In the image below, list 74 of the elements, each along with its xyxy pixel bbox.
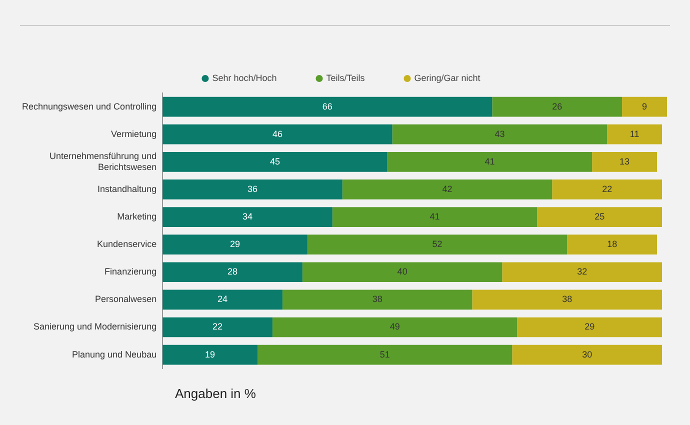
data-label: 41 [484,156,495,166]
bar [332,207,538,227]
legend-label: Sehr hoch/Hoch [212,72,277,83]
data-label: 26 [552,101,562,112]
data-label: 19 [205,349,216,360]
bar [162,207,332,227]
data-label: 42 [442,184,452,194]
data-label: 49 [390,322,400,332]
y-tick-label: Instandhaltung [98,184,157,194]
bar [472,290,662,310]
data-label: 51 [380,349,390,360]
bar [257,344,512,365]
legend-label: Gering/Gar nicht [414,72,481,83]
y-tick-label: Vermietung [111,128,157,139]
data-label: 9 [642,101,648,112]
data-label: 25 [594,212,605,222]
data-label: 30 [582,349,592,360]
bar [162,344,258,365]
data-label: 36 [247,184,258,194]
y-tick-label: Sanierung und Modernisierung [33,322,157,332]
y-tick-label: Rechnungswesen und Controlling [22,101,157,112]
y-tick-label: Kundenservice [97,239,157,250]
data-label: 38 [562,294,572,304]
bar [307,234,568,254]
bar [517,317,662,338]
bar [162,317,272,338]
bar [342,180,552,200]
bar [392,124,608,144]
legend-label: Teils/Teils [326,72,366,83]
data-label: 28 [228,266,238,277]
data-label: 43 [494,128,505,139]
data-label: 66 [322,101,332,112]
bar [552,180,662,200]
data-label: 13 [620,156,630,166]
bar [162,124,392,144]
data-label: 29 [230,239,240,250]
bar [567,234,658,254]
text: Angaben in % [175,386,256,401]
bar [162,96,492,117]
bar [592,152,658,172]
data-label: 45 [270,156,280,166]
data-label: 34 [242,212,252,222]
bar [162,234,308,254]
data-label: 40 [397,266,408,277]
data-label: 52 [432,239,442,250]
bar [387,152,592,172]
bar [162,290,282,310]
data-label: 24 [218,294,228,304]
bar [162,152,388,172]
y-tick-label: Personalwesen [95,294,157,304]
data-label: 29 [584,322,595,332]
bar [622,96,667,117]
bar [282,290,472,310]
data-label: 22 [602,184,612,194]
data-label: 38 [372,294,382,304]
y-tick-label: Finanzierung [104,266,157,277]
data-label: 18 [607,239,618,250]
bar [512,344,662,365]
bar [162,262,302,282]
bar [162,180,342,200]
bar [502,262,662,282]
y-tick-label: Marketing [117,212,157,222]
bar [607,124,662,144]
y-tick-label: Unternehmensführung und Berichtswesen [50,150,157,172]
bar [272,317,518,338]
data-label: 11 [630,128,640,139]
y-tick-label: Planung und Neubau [72,349,157,360]
data-label: 22 [212,322,223,332]
data-label: 46 [272,128,282,139]
bar [537,207,662,227]
data-label: 32 [577,266,588,277]
bar [492,96,622,117]
data-label: 41 [430,212,440,222]
bar [302,262,502,282]
